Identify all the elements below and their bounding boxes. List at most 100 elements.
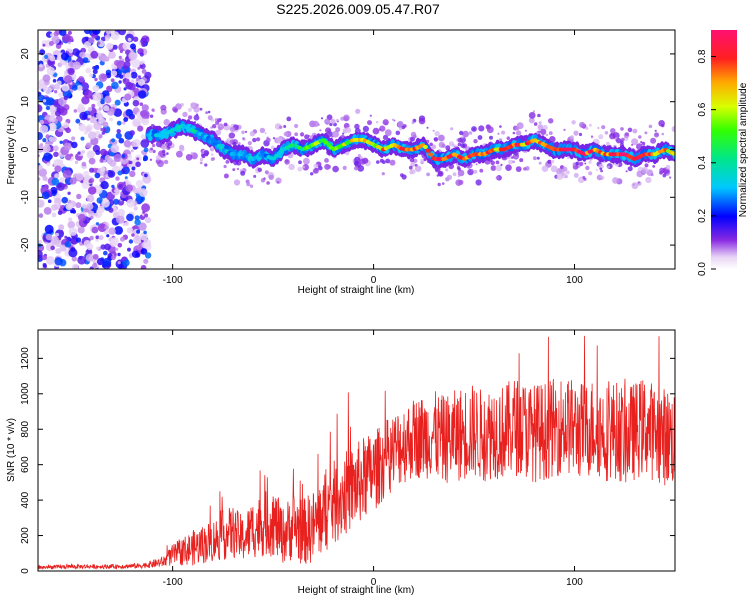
heatmap-halo <box>473 169 478 174</box>
heatmap-speckle <box>113 154 122 162</box>
heatmap-speckle <box>79 51 86 58</box>
heatmap-speckle <box>118 184 123 189</box>
heatmap-speckle <box>39 124 49 134</box>
heatmap-halo <box>528 117 535 124</box>
heatmap-speckle <box>88 157 96 165</box>
heatmap-speckle <box>140 134 146 139</box>
heatmap-speckle <box>144 213 149 218</box>
heatmap-speckle <box>143 230 147 235</box>
heatmap-speckle <box>143 155 149 161</box>
heatmap-halo <box>187 107 192 112</box>
heatmap-halo <box>223 122 228 127</box>
heatmap-speckle <box>44 54 49 60</box>
heatmap-speckle <box>139 232 148 241</box>
heatmap-speckle <box>131 58 141 68</box>
heatmap-halo <box>600 169 603 173</box>
top-y-tick-label: 0 <box>20 146 31 152</box>
heatmap-speckle <box>94 212 98 217</box>
heatmap-speckle <box>45 256 55 265</box>
heatmap-speckle <box>114 59 120 66</box>
heatmap-halo <box>532 110 536 113</box>
heatmap-halo <box>661 132 665 136</box>
heatmap-halo <box>461 135 464 139</box>
heatmap-halo <box>588 171 593 176</box>
heatmap-speckle <box>116 215 125 224</box>
heatmap-speckle <box>42 99 47 103</box>
heatmap-speckle <box>48 122 57 132</box>
heatmap-halo <box>312 120 319 127</box>
heatmap-halo <box>625 170 628 173</box>
heatmap-speckle <box>47 199 52 203</box>
heatmap-halo <box>389 159 396 166</box>
heatmap-speckle <box>55 43 62 49</box>
heatmap-halo <box>324 118 331 125</box>
heatmap-speckle <box>89 167 95 173</box>
heatmap-halo <box>597 126 600 130</box>
heatmap-speckle <box>85 126 92 133</box>
heatmap-speckle <box>52 79 57 83</box>
heatmap-halo <box>242 137 245 140</box>
heatmap-speckle <box>139 102 144 106</box>
heatmap-halo <box>376 160 380 164</box>
heatmap-speckle <box>141 203 151 213</box>
heatmap-speckle <box>91 226 99 234</box>
heatmap-halo <box>478 125 485 132</box>
heatmap-halo <box>550 159 555 164</box>
heatmap-halo <box>519 158 524 163</box>
top-x-axis-label: Height of straight line (km) <box>298 285 415 296</box>
heatmap-halo <box>355 108 361 114</box>
heatmap-speckle <box>124 176 128 180</box>
heatmap-halo <box>508 159 513 165</box>
heatmap-halo <box>212 124 217 129</box>
heatmap-halo <box>528 112 536 119</box>
heatmap-halo <box>354 156 361 163</box>
heatmap-halo <box>571 120 576 125</box>
heatmap-speckle <box>128 239 134 244</box>
heatmap-halo <box>163 159 169 165</box>
heatmap-halo <box>357 154 361 157</box>
heatmap-speckle <box>106 234 110 238</box>
heatmap-speckle <box>100 99 105 105</box>
heatmap-halo <box>612 132 620 140</box>
top-x-tick-label: -100 <box>163 275 183 286</box>
heatmap-speckle <box>115 176 120 181</box>
heatmap-speckle <box>95 235 100 240</box>
heatmap-speckle <box>54 165 62 173</box>
heatmap-speckle <box>140 248 148 255</box>
heatmap-speckle <box>43 144 51 153</box>
heatmap-halo <box>445 168 449 172</box>
heatmap-speckle <box>58 92 63 97</box>
heatmap-speckle <box>106 30 112 35</box>
heatmap-speckle <box>67 191 71 195</box>
heatmap-speckle <box>45 105 51 111</box>
heatmap-speckle <box>58 224 65 231</box>
heatmap-speckle <box>48 41 54 46</box>
heatmap-halo <box>475 163 478 166</box>
colorbar-tick-label: 0.4 <box>697 155 708 169</box>
colorbar-tick-label: 0.0 <box>697 262 708 276</box>
heatmap-halo <box>320 117 324 120</box>
heatmap-speckle <box>99 158 104 163</box>
heatmap-halo <box>495 164 503 172</box>
heatmap-halo <box>257 167 262 172</box>
heatmap-halo <box>426 172 430 177</box>
heatmap-speckle <box>125 184 133 192</box>
heatmap-speckle <box>68 61 74 67</box>
heatmap-speckle <box>38 164 43 171</box>
heatmap-speckle <box>88 179 93 184</box>
heatmap-halo <box>450 127 454 131</box>
heatmap-halo <box>223 164 227 169</box>
heatmap-speckle <box>107 108 115 116</box>
heatmap-halo <box>332 165 339 173</box>
heatmap-speckle <box>98 73 108 82</box>
heatmap-speckle <box>80 180 84 184</box>
heatmap-halo <box>524 129 528 132</box>
heatmap-speckle <box>57 210 63 216</box>
heatmap-speckle <box>42 175 48 181</box>
heatmap-speckle <box>97 41 101 45</box>
bottom-x-tick-label: 100 <box>566 577 583 588</box>
heatmap-halo <box>253 174 257 178</box>
heatmap-speckle <box>63 142 72 151</box>
heatmap-speckle <box>135 180 144 188</box>
